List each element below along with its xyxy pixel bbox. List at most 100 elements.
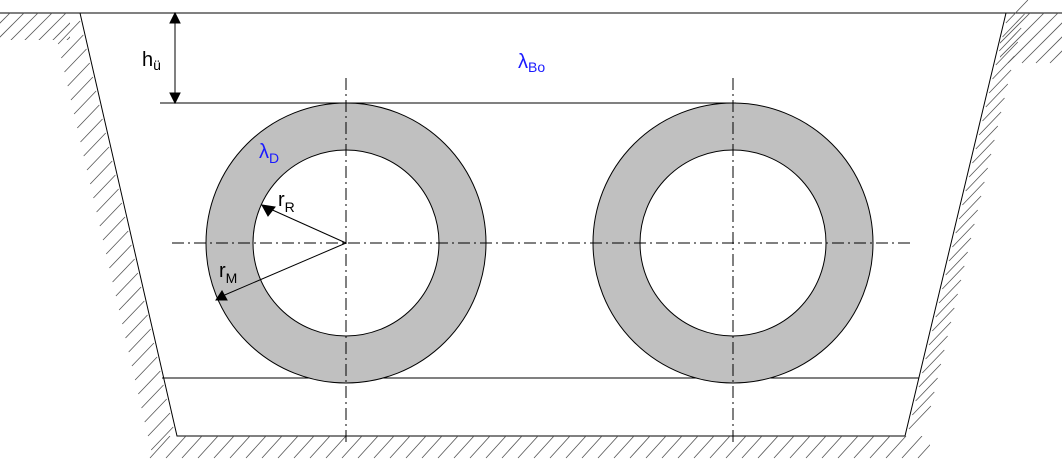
hatch-stroke <box>1035 36 1062 64</box>
hatch-stroke <box>885 436 907 459</box>
hatch-stroke <box>1007 12 1059 64</box>
inner-radius-label: rR <box>278 189 295 215</box>
hatch-stroke <box>66 36 70 40</box>
hatch-stroke <box>908 405 932 430</box>
hatch-stroke <box>922 349 945 374</box>
hatch-stroke <box>128 328 151 353</box>
hatch-stroke <box>869 436 891 459</box>
hatch-stroke <box>1000 12 1045 58</box>
hatch-stroke <box>918 363 942 388</box>
hatch-stroke <box>915 377 938 402</box>
hatch-stroke <box>613 436 635 459</box>
hatch-stroke <box>581 436 603 459</box>
hatch-stroke <box>789 436 811 459</box>
hatch-stroke <box>805 436 827 459</box>
hatch-stroke <box>96 188 119 213</box>
hatch-stroke <box>709 436 731 459</box>
hatch-stroke <box>24 12 53 40</box>
hatch-stroke <box>975 125 999 150</box>
hatch-stroke <box>1049 50 1062 64</box>
hatch-stroke <box>925 335 948 360</box>
hatch-stroke <box>837 436 859 459</box>
hatch-stroke <box>147 412 171 437</box>
hatch-stroke <box>1002 13 1025 38</box>
hatch-stroke <box>38 12 67 40</box>
hatch-stroke <box>89 160 113 185</box>
hatch-stroke <box>952 223 975 248</box>
hatch-stroke <box>677 436 699 459</box>
radius-indicators <box>215 204 347 301</box>
hatch-stroke <box>988 69 1012 94</box>
hatch-stroke <box>693 436 715 459</box>
hatch-stroke <box>245 436 267 459</box>
hatch-stroke <box>948 237 972 262</box>
soil-hatching-bottom <box>149 436 930 459</box>
overburden-dimension <box>160 11 736 105</box>
hatch-stroke <box>373 436 395 459</box>
hatch-stroke <box>165 436 187 459</box>
soil-hatching-right-wall <box>908 0 1029 430</box>
insulation-conductivity-label: λD <box>259 141 279 166</box>
hatch-stroke <box>109 244 132 269</box>
hatch-stroke <box>389 436 411 459</box>
inner-radius-arrowhead <box>261 204 276 217</box>
hatch-stroke <box>0 12 11 24</box>
soil-hatching-left-wall <box>57 20 174 451</box>
hatch-stroke <box>293 436 315 459</box>
hatch-stroke <box>1000 12 1031 44</box>
soil-conductivity-label: λBo <box>518 51 545 75</box>
hatch-stroke <box>105 230 129 255</box>
hatch-stroke <box>741 436 763 459</box>
hatch-stroke <box>141 384 164 409</box>
hatch-stroke <box>972 139 995 164</box>
hatch-stroke <box>102 216 126 241</box>
hatch-stroke <box>405 436 427 459</box>
hatch-stroke <box>533 436 555 459</box>
hatch-stroke <box>982 97 1005 122</box>
hatch-stroke <box>453 436 475 459</box>
center-lines <box>172 78 910 445</box>
outer-radius-line <box>219 242 347 298</box>
hatch-stroke <box>912 391 935 416</box>
hatch-stroke <box>134 356 158 381</box>
hatch-stroke <box>309 436 331 459</box>
hatch-stroke <box>197 436 219 459</box>
hatch-stroke <box>149 436 171 459</box>
hatch-stroke <box>597 436 619 459</box>
hatch-stroke <box>517 436 539 459</box>
hatch-stroke <box>131 342 155 367</box>
hatch-stroke <box>115 272 139 297</box>
hatch-stroke <box>93 174 116 199</box>
hatch-stroke <box>629 436 651 459</box>
hatch-stroke <box>968 153 992 178</box>
hatch-stroke <box>57 20 81 45</box>
hatch-stroke <box>421 436 443 459</box>
hatch-stroke <box>928 321 952 346</box>
inner-radius-line <box>267 207 347 244</box>
hatch-stroke <box>325 436 347 459</box>
hatch-stroke <box>99 202 123 227</box>
hatch-stroke <box>942 265 965 290</box>
hatch-stroke <box>70 76 94 101</box>
hatch-stroke <box>485 436 507 459</box>
overburden-label: hü <box>142 49 161 73</box>
hatch-stroke <box>853 436 875 459</box>
hatch-stroke <box>77 104 100 129</box>
outer-radius-label: rM <box>219 260 237 286</box>
hatch-stroke <box>83 132 106 157</box>
hatch-stroke <box>645 436 667 459</box>
hatch-stroke <box>958 195 982 220</box>
hatch-stroke <box>998 27 1022 52</box>
hatch-stroke <box>73 90 97 115</box>
hatch-stroke <box>229 436 251 459</box>
hatch-stroke <box>138 370 161 395</box>
trench-profile <box>79 12 1007 437</box>
hatch-stroke <box>125 314 148 339</box>
hatch-stroke <box>80 118 103 143</box>
hatch-stroke <box>935 293 958 318</box>
hatch-stroke <box>773 436 795 459</box>
hatch-stroke <box>357 436 379 459</box>
hatch-stroke <box>821 436 843 459</box>
hatch-stroke <box>501 436 523 459</box>
hatch-stroke <box>995 41 1019 66</box>
